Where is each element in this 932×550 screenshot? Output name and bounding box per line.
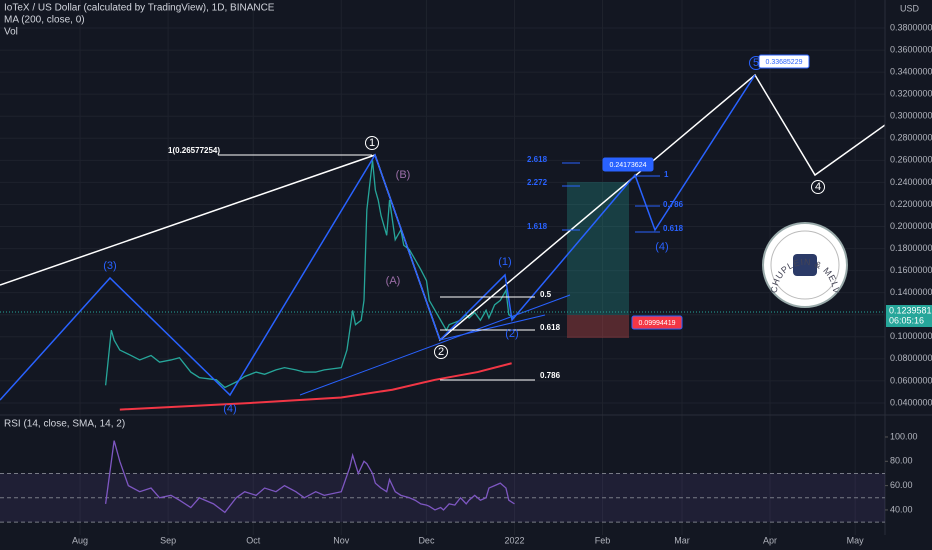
y-tick-label: 100.00 — [890, 431, 918, 441]
price-label-box — [602, 157, 654, 172]
wave-label: 2 — [438, 346, 444, 358]
x-tick-label: Sep — [160, 535, 176, 545]
price-label: 0.09994419 — [639, 320, 676, 327]
axis-unit: USD — [900, 3, 920, 13]
wave-line — [0, 153, 441, 401]
price-label-box — [758, 54, 810, 69]
y-tick-label: 0.38000000 — [890, 22, 932, 32]
x-tick-label: 2022 — [504, 535, 524, 545]
title: IoTeX / US Dollar (calculated by Trading… — [4, 3, 275, 14]
fib-label: 1.618 — [527, 222, 548, 231]
price-tag — [886, 305, 932, 327]
fib-label: 0.618 — [663, 224, 684, 233]
x-tick-label: May — [847, 535, 865, 545]
wave-label: 4 — [815, 181, 821, 193]
wave-label: (4) — [655, 241, 668, 253]
wave-label: 1 — [369, 137, 375, 149]
series-line — [104, 160, 515, 389]
price-label: 0.33685229 — [766, 59, 803, 66]
wave-label: (3) — [103, 260, 116, 272]
price-label-box — [631, 315, 683, 330]
wave-circle — [434, 345, 448, 359]
grid — [0, 0, 885, 535]
ma-legend: MA (200, close, 0) — [4, 15, 85, 26]
x-tick-label: Nov — [333, 535, 350, 545]
logo: CHUPLEIN & MELVINGST — [0, 0, 848, 308]
y-tick-label: 80.00 — [890, 456, 913, 466]
wave-line — [0, 73, 885, 342]
wave-circle — [811, 180, 825, 194]
price-label: 0.24173624 — [610, 162, 647, 169]
profit-zone — [567, 182, 629, 315]
wave-label: (A) — [386, 275, 401, 287]
fib-label: 1(0.26577254) — [168, 146, 220, 155]
fib-label: 0.786 — [540, 371, 561, 380]
wave-label: (1) — [498, 256, 511, 268]
trend-line — [439, 314, 546, 341]
fib-label: 0.786 — [663, 200, 684, 209]
wave-label: (B) — [396, 169, 411, 181]
last-price: 0.12395812 — [889, 305, 932, 315]
wave-label: (4) — [223, 403, 236, 415]
fib-label: 2.618 — [527, 155, 548, 164]
logo-text: CHUPLEIN & MELVINGST — [0, 0, 840, 295]
wave-line — [439, 74, 756, 341]
x-tick-label: Aug — [72, 535, 88, 545]
series-line — [119, 362, 512, 411]
x-tick-label: Dec — [418, 535, 435, 545]
drawings — [0, 73, 885, 401]
y-tick-label: 40.00 — [890, 504, 913, 514]
fib-label: 0.5 — [540, 290, 552, 299]
x-tick-label: Mar — [674, 535, 690, 545]
fib-label: 0.618 — [540, 323, 561, 332]
x-tick-label: Oct — [246, 535, 261, 545]
wave-label: 5 — [753, 57, 759, 69]
rsi-pane — [104, 440, 515, 514]
vol-legend: Vol — [4, 27, 18, 38]
fib-label: 1 — [664, 170, 669, 179]
loss-zone — [567, 315, 629, 338]
x-tick-label: Feb — [595, 535, 611, 545]
wave-label: (2) — [505, 328, 518, 340]
wave-circle — [365, 136, 379, 150]
y-tick-label: 60.00 — [890, 480, 913, 490]
fib-ext — [562, 162, 660, 233]
x-tick-label: Apr — [763, 535, 777, 545]
countdown: 06:05:16 — [889, 315, 924, 325]
svg-text:CHUPLEIN & MELVINGST: CHUPLEIN & MELVINGST — [0, 0, 841, 295]
series-line — [104, 440, 515, 514]
price-pane — [104, 160, 515, 411]
rsi-legend: RSI (14, close, SMA, 14, 2) — [4, 419, 125, 430]
fib-label: 2.272 — [527, 178, 548, 187]
